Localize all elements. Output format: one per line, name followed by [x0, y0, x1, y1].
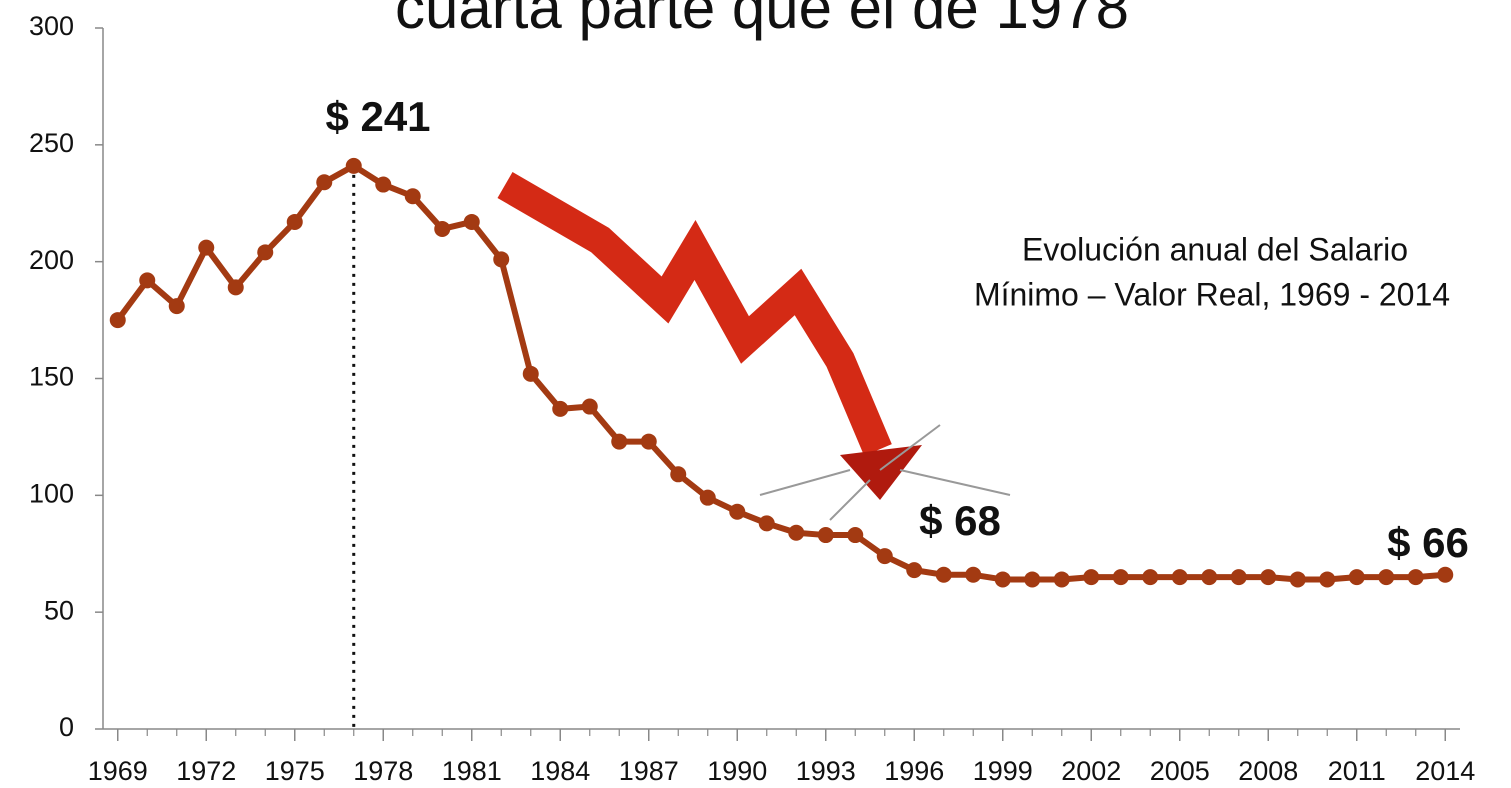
annotation: $ 68 — [919, 497, 1001, 544]
point — [611, 433, 628, 450]
point — [1112, 569, 1129, 586]
decorative-arrow — [497, 172, 1011, 521]
point — [817, 527, 834, 544]
x-tick-label: 1996 — [884, 756, 944, 786]
point — [847, 527, 864, 544]
point — [522, 365, 539, 382]
point — [1289, 571, 1306, 588]
point — [1260, 569, 1277, 586]
point — [375, 176, 392, 193]
point — [640, 433, 657, 450]
point — [935, 566, 952, 583]
point — [670, 466, 687, 483]
y-tick-label: 150 — [29, 362, 74, 392]
y-tick-label: 200 — [29, 245, 74, 275]
point — [1142, 569, 1159, 586]
annotation: $ 66 — [1387, 519, 1469, 566]
point — [316, 174, 333, 191]
x-tick-label: 1993 — [796, 756, 856, 786]
x-tick-label: 2008 — [1238, 756, 1298, 786]
point — [404, 188, 421, 205]
x-tick-label: 1969 — [88, 756, 148, 786]
point — [1201, 569, 1218, 586]
point — [168, 298, 185, 315]
x-tick-label: 1990 — [707, 756, 767, 786]
annotation: $ 241 — [325, 93, 430, 140]
point — [198, 239, 215, 256]
point — [227, 279, 244, 296]
point — [965, 566, 982, 583]
x-tick-label: 2002 — [1061, 756, 1121, 786]
point — [876, 548, 893, 565]
chart-title: cuarta parte que el de 1978 — [395, 0, 1129, 41]
x-tick-label: 1981 — [442, 756, 502, 786]
point — [1348, 569, 1365, 586]
point — [1407, 569, 1424, 586]
point — [1230, 569, 1247, 586]
point — [1437, 566, 1454, 583]
line — [115, 162, 1446, 583]
point — [699, 489, 716, 506]
y-tick-label: 300 — [29, 11, 74, 41]
point — [1171, 569, 1188, 586]
point — [1319, 571, 1336, 588]
point — [1083, 569, 1100, 586]
y-tick-label: 250 — [29, 128, 74, 158]
annotation: Evolución anual del Salario — [1022, 231, 1408, 267]
y-tick-label: 100 — [29, 478, 74, 508]
point — [1378, 569, 1395, 586]
x-tick-label: 2011 — [1328, 756, 1386, 786]
point — [758, 515, 775, 532]
x-tick-label: 1987 — [619, 756, 679, 786]
point — [109, 312, 126, 329]
x-tick-label: 1972 — [176, 756, 236, 786]
y-tick-label: 50 — [44, 595, 74, 625]
point — [1024, 571, 1041, 588]
y-tick-label: 0 — [59, 712, 74, 742]
point — [994, 571, 1011, 588]
point — [1053, 571, 1070, 588]
point — [463, 213, 480, 230]
x-tick-label: 2005 — [1150, 756, 1210, 786]
point — [434, 220, 451, 237]
x-tick-label: 1975 — [265, 756, 325, 786]
point — [729, 503, 746, 520]
point — [493, 251, 510, 268]
point — [906, 562, 923, 579]
point — [257, 244, 274, 261]
point — [345, 157, 362, 174]
annotation: Mínimo – Valor Real, 1969 - 2014 — [974, 276, 1450, 312]
x-tick-label: 1978 — [353, 756, 413, 786]
x-tick-label: 1984 — [530, 756, 590, 786]
point — [286, 213, 303, 230]
point — [139, 272, 156, 289]
x-tick-label: 2014 — [1415, 756, 1475, 786]
point — [581, 398, 598, 415]
point — [788, 524, 805, 541]
x-tick-label: 1999 — [973, 756, 1033, 786]
point — [552, 400, 569, 417]
